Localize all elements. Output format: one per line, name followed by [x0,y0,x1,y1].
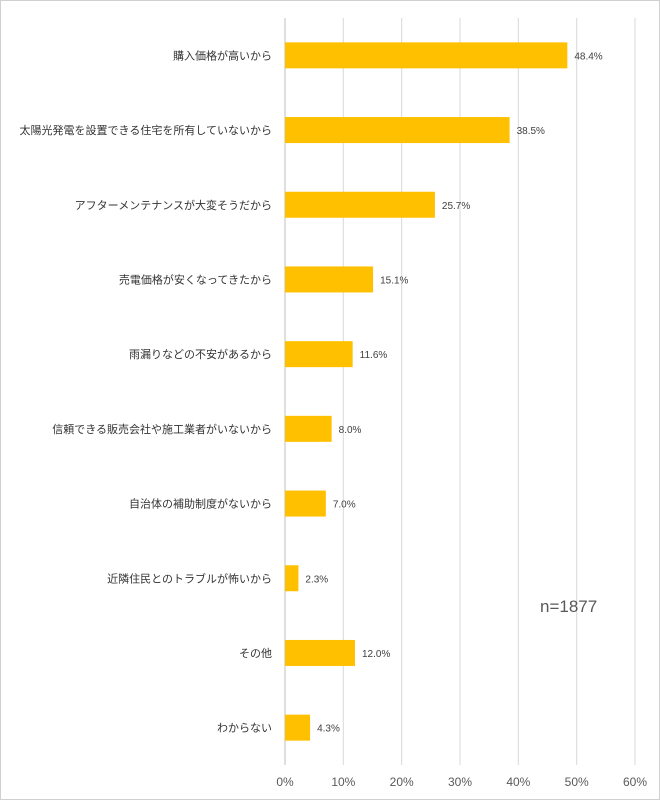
category-label: 売電価格が安くなってきたから [119,272,272,286]
bar [285,42,568,69]
value-label: 7.0% [333,500,356,511]
bar [285,191,435,218]
bar [285,565,299,592]
bar [285,639,355,666]
value-label: 8.0% [339,425,362,436]
bar [285,341,353,368]
bar [285,266,374,293]
x-tick-label: 20% [390,775,414,789]
value-label: 4.3% [317,724,340,735]
category-label: 信頼できる販売会社や施工業者がいないから [52,422,272,436]
bars [285,42,568,741]
category-label: アフターメンテナンスが大変そうだから [75,198,272,212]
x-tick-label: 0% [276,775,294,789]
category-label: 雨漏りなどの不安があるから [129,347,272,361]
category-label: わからない [217,722,272,735]
value-label: 11.6% [360,350,388,361]
x-tick-label: 60% [623,775,647,789]
value-label: 15.1% [380,275,408,286]
value-label: 48.4% [574,51,602,62]
value-labels: 48.4% 38.5% 25.7% 15.1% 11.6% 8.0% 7.0% 2.3% 12.… [305,51,602,734]
category-label: 購入価格が高いから [173,48,272,62]
bar [285,714,311,741]
sample-size-note: n=1877 [540,597,597,616]
bar [285,490,326,517]
value-label: 2.3% [305,574,328,585]
value-label: 25.7% [442,201,470,212]
x-tick-label: 50% [565,775,589,789]
bar [285,415,332,442]
category-label: その他 [239,647,272,660]
x-tick-label: 10% [331,775,355,789]
value-label: 38.5% [517,126,545,137]
bar [285,117,510,144]
category-labels: 購入価格が高いから太陽光発電を設置できる住宅を所有していないからアフターメンテナ… [20,48,272,734]
x-tick-label: 30% [448,775,472,789]
category-label: 近隣住民とのトラブルが怖いから [107,571,272,585]
value-label: 12.0% [362,649,390,660]
x-axis-ticks: 0% 10% 20% 30% 40% 50% 60% [276,775,647,789]
x-tick-label: 40% [506,775,530,789]
category-label: 自治体の補助制度がないから [129,497,272,511]
category-label: 太陽光発電を設置できる住宅を所有していないから [20,123,272,137]
